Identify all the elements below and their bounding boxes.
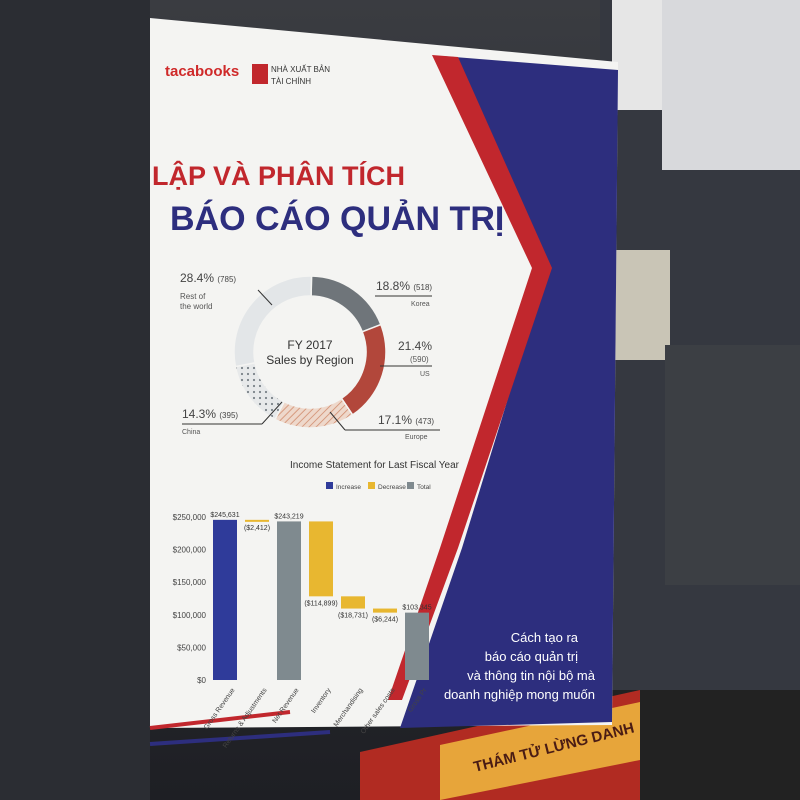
bar-merchandising	[341, 596, 365, 609]
bar-gross-revenue	[213, 519, 237, 680]
tagline: Cách tạo ra báo cáo quản trị và thông ti…	[444, 630, 596, 702]
donut-center-subtitle: Sales by Region	[266, 353, 353, 367]
right-poster	[615, 250, 670, 360]
bar-inventory	[309, 521, 333, 597]
bar-value-label: $245,631	[210, 512, 239, 519]
legend-increase: Increase	[336, 484, 361, 491]
legend-total-swatch	[407, 482, 414, 489]
title-line2: BÁO CÁO QUẢN TRỊ	[170, 200, 504, 238]
bar-chart-legend: Increase Decrease Total	[326, 482, 431, 491]
bar-chart-title: Income Statement for Last Fiscal Year	[290, 460, 460, 471]
legend-total: Total	[417, 484, 431, 491]
red-cover-stripe	[388, 55, 552, 700]
bar-other-sales-costs	[373, 608, 397, 613]
title-line1: LẬP VÀ PHÂN TÍCH	[152, 160, 405, 191]
bar-value-label: $243,219	[274, 513, 303, 520]
bottom-red-line	[149, 710, 291, 730]
right-shadow	[665, 345, 800, 585]
nxb-line2: TÀI CHÍNH	[271, 77, 311, 86]
y-tick-label: $100,000	[173, 611, 207, 620]
y-tick-label: $0	[197, 676, 206, 685]
y-tick-label: $250,000	[173, 513, 207, 522]
label-korea-pct: 18.8% (518)	[376, 279, 432, 293]
bottom-right-dark	[610, 690, 800, 800]
nxb-logo: NHÀ XUẤT BẢN TÀI CHÍNH	[252, 64, 330, 86]
tagline-line3: và thông tin nội bộ mà	[467, 668, 596, 683]
bar-chart-y-axis: $250,000 $200,000 $150,000 $100,000 $50,000 $…	[173, 513, 207, 685]
bar-gross-profit	[405, 612, 429, 680]
legend-decrease: Decrease	[378, 484, 406, 491]
donut-center-title: FY 2017	[287, 338, 332, 352]
donut-hole	[255, 297, 365, 407]
sales-by-region-donut	[233, 275, 387, 429]
label-rest-pct: 28.4% (785)	[180, 271, 236, 285]
bottom-navy-line	[149, 730, 331, 746]
right-object-white	[612, 0, 662, 110]
donut-labels: 28.4% (785) Rest of the world 18.8% (518…	[180, 271, 440, 441]
y-tick-label: $50,000	[177, 643, 206, 652]
nxb-line1: NHÀ XUẤT BẢN	[271, 64, 330, 74]
bar-value-label: ($114,899)	[304, 600, 337, 607]
nxb-logo-icon	[252, 64, 268, 84]
label-rest-line2: the world	[180, 302, 212, 311]
bar-returns-adjustments	[245, 519, 269, 522]
bar-net-revenue	[277, 521, 301, 680]
bar-value-label: $103,345	[402, 605, 431, 612]
right-object-gray	[662, 0, 800, 170]
legend-increase-swatch	[326, 482, 333, 489]
bar-chart-bars: $245,631 ($2,412) $243,219 ($114,899)($18,7…	[210, 512, 432, 680]
tacabooks-logo: tacabooks	[165, 63, 239, 80]
label-europe-pct: 17.1% (473)	[378, 413, 434, 427]
navy-cover-panel	[400, 56, 618, 728]
label-us-pct: 21.4%	[398, 339, 432, 353]
donut-slice-rest-of-the-world	[233, 275, 313, 368]
label-rest-line1: Rest of	[180, 292, 206, 301]
y-tick-label: $150,000	[173, 578, 207, 587]
tagline-line2: báo cáo quản trị	[485, 649, 578, 664]
label-us-name: US	[420, 371, 430, 378]
label-china-name: China	[182, 429, 200, 436]
y-tick-label: $200,000	[173, 546, 207, 555]
bar-value-label: ($6,244)	[372, 617, 398, 624]
tagline-line1: Cách tạo ra	[511, 630, 579, 645]
tagline-line4: doanh nghiệp mong muốn	[444, 687, 595, 702]
bar-value-label: ($2,412)	[244, 525, 270, 532]
legend-decrease-swatch	[368, 482, 375, 489]
label-china-pct: 14.3% (395)	[182, 407, 238, 421]
left-dark-strip	[0, 0, 150, 800]
bar-value-label: ($18,731)	[338, 613, 368, 620]
label-europe-name: Europe	[405, 434, 428, 441]
label-us-val: (590)	[410, 355, 429, 364]
label-korea-name: Korea	[411, 301, 430, 308]
